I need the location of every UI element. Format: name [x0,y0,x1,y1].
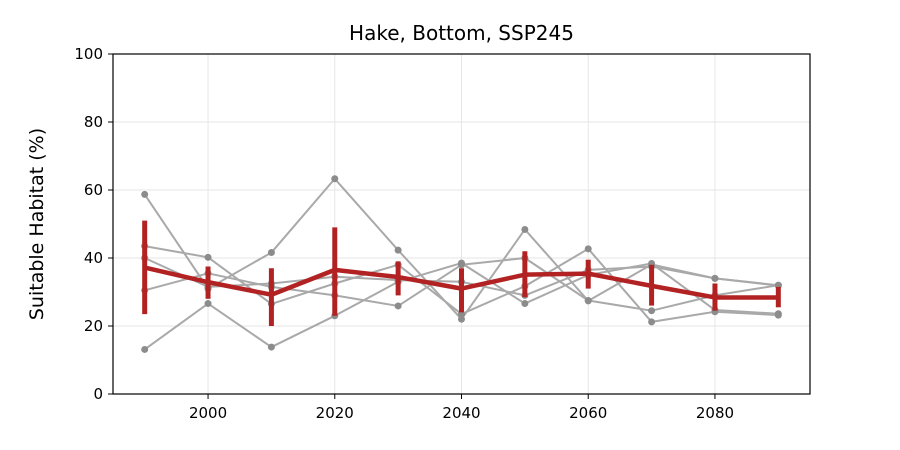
y-axis-ticks: 0 20 40 60 80 100 [74,45,113,403]
mean-series [142,265,781,300]
member-point-3-2090 [774,310,782,318]
member-point-3-2050 [521,300,529,308]
member-point-1-2010 [267,249,275,257]
member-point-4-2030 [394,302,402,310]
y-tick-label-20: 20 [84,317,103,335]
x-tick-label-2080: 2080 [696,404,734,422]
member-point-2-2000 [204,253,212,261]
y-axis-title: Suitable Habitat (%) [26,128,48,320]
member-point-1-1990 [141,190,149,198]
y-tick-label-40: 40 [84,249,103,267]
y-tick-label-80: 80 [84,113,103,131]
x-tick-label-2040: 2040 [442,404,480,422]
member-point-3-2000 [204,300,212,308]
member-point-3-2010 [267,343,275,351]
member-point-1-2020 [331,175,339,183]
member-point-4-2040 [458,261,465,269]
member-point-1-2050 [521,225,529,233]
member-point-3-1990 [141,345,149,353]
member-point-5-2080 [711,274,719,282]
member-point-2-2060 [584,245,592,253]
y-tick-label-0: 0 [93,385,103,403]
x-tick-label-2060: 2060 [569,404,607,422]
chart-title: Hake, Bottom, SSP245 [349,21,574,45]
mean-line [142,265,781,300]
y-tick-label-100: 100 [74,45,103,63]
member-point-1-2030 [394,246,402,254]
y-tick-label-60: 60 [84,181,103,199]
member-point-1-2040 [458,315,465,323]
member-point-2-2070 [648,318,656,326]
member-point-4-2060 [584,297,592,304]
x-tick-label-2020: 2020 [316,404,354,422]
member-point-4-2070 [648,307,656,315]
x-tick-label-2000: 2000 [189,404,227,422]
x-axis-ticks: 2000 2020 2040 2060 2080 [189,394,734,422]
